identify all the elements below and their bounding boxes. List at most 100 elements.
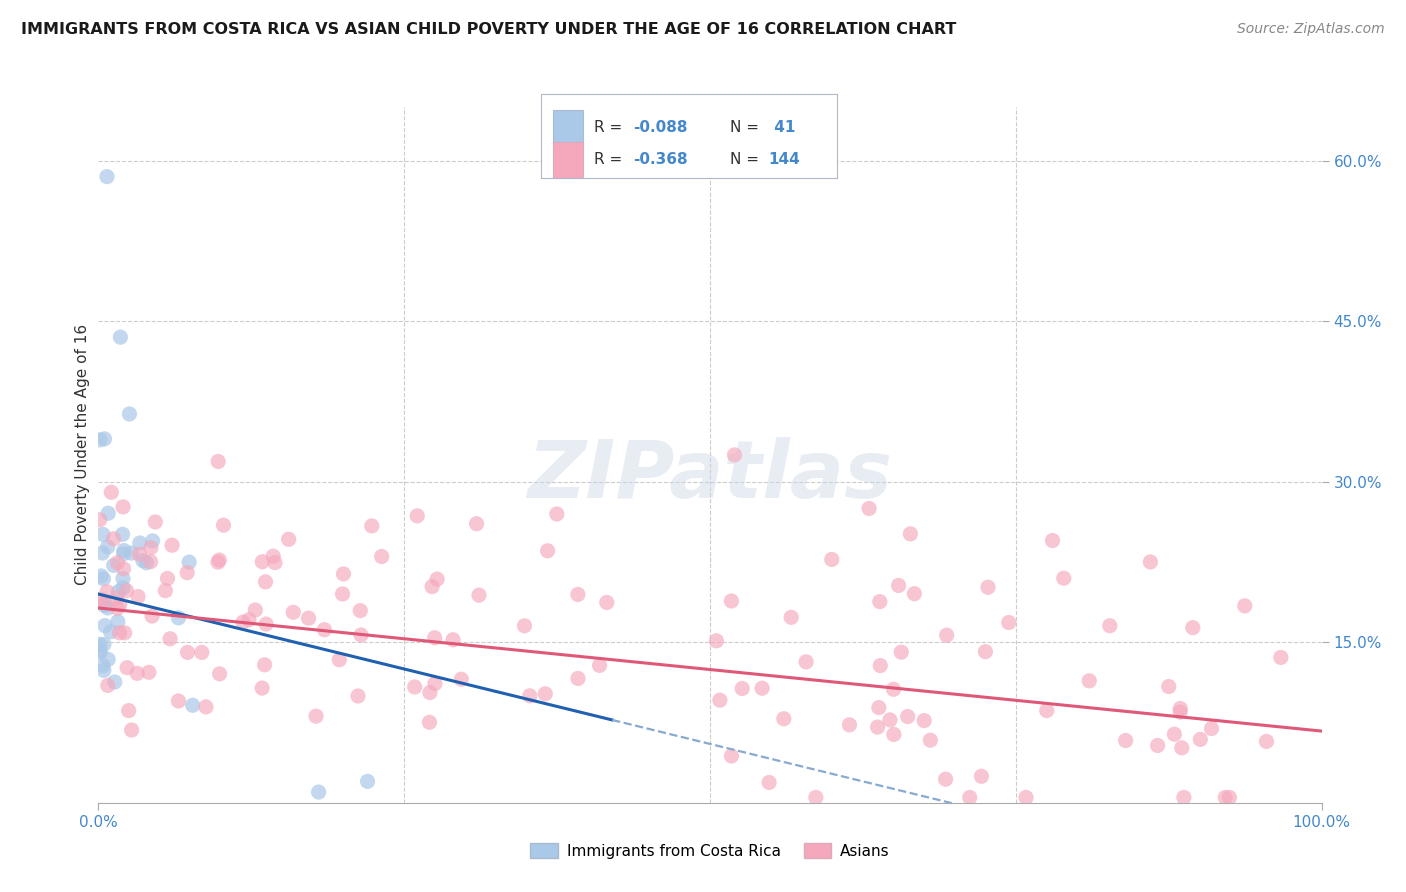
Point (143, 515, 166, 529)
Point (709, 693, 731, 707)
Point (262, 549, 284, 564)
Point (758, 775, 780, 789)
Point (283, 605, 305, 619)
Point (1146, 739, 1168, 753)
Point (567, 672, 589, 686)
Point (115, 661, 138, 675)
Point (350, 628, 373, 642)
Point (588, 658, 610, 673)
Point (546, 507, 568, 521)
Point (93, 432, 115, 446)
Point (349, 604, 371, 618)
Point (1098, 618, 1121, 632)
Point (107, 615, 129, 629)
Text: -0.368: -0.368 (633, 153, 688, 168)
Point (423, 631, 446, 645)
FancyBboxPatch shape (553, 110, 582, 145)
FancyBboxPatch shape (553, 142, 582, 178)
Point (194, 699, 217, 714)
Point (139, 555, 162, 569)
Text: 144: 144 (769, 153, 800, 168)
Point (883, 682, 905, 697)
Point (94, 618, 117, 632)
Point (879, 713, 901, 727)
Point (308, 785, 330, 799)
Point (128, 536, 150, 550)
Point (731, 681, 754, 696)
Point (1233, 599, 1256, 613)
Point (232, 615, 254, 629)
Point (89, 643, 111, 657)
Point (720, 594, 742, 608)
Point (450, 672, 472, 686)
Point (179, 555, 201, 569)
Point (751, 681, 773, 696)
Point (93, 664, 115, 678)
Point (356, 774, 378, 789)
Point (107, 556, 129, 570)
Point (254, 617, 277, 632)
Point (903, 587, 925, 601)
Point (111, 571, 134, 585)
Point (103, 558, 125, 573)
Point (93, 595, 115, 609)
Point (1139, 555, 1161, 569)
Point (141, 533, 163, 548)
Point (305, 709, 328, 723)
Point (107, 584, 129, 599)
Point (159, 632, 181, 646)
Point (167, 611, 190, 625)
Point (108, 625, 131, 640)
Point (108, 598, 131, 612)
Point (1042, 533, 1064, 548)
Point (1115, 733, 1137, 747)
Point (89, 513, 111, 527)
Text: 41: 41 (769, 120, 794, 135)
Point (254, 574, 277, 589)
Point (465, 516, 488, 531)
Point (277, 533, 299, 547)
Point (160, 538, 183, 552)
Point (112, 562, 135, 576)
Point (536, 543, 558, 558)
Point (419, 685, 441, 699)
Legend: Immigrants from Costa Rica, Asians: Immigrants from Costa Rica, Asians (524, 837, 896, 864)
Point (100, 624, 122, 639)
Point (1201, 722, 1223, 736)
Point (121, 546, 143, 560)
Point (167, 694, 190, 708)
Point (253, 657, 276, 672)
Point (723, 448, 745, 462)
Point (883, 727, 905, 741)
Point (111, 527, 134, 541)
Text: -0.088: -0.088 (633, 120, 688, 135)
Point (139, 541, 162, 555)
Point (208, 666, 231, 681)
Point (997, 615, 1019, 630)
Text: R =: R = (595, 120, 627, 135)
Point (191, 645, 214, 659)
Point (418, 715, 440, 730)
Point (181, 698, 204, 713)
Point (97, 600, 120, 615)
Point (132, 554, 155, 568)
Point (897, 709, 920, 723)
Point (974, 645, 997, 659)
Point (519, 689, 541, 703)
Point (107, 601, 129, 615)
Point (110, 330, 132, 344)
Point (794, 655, 817, 669)
Point (121, 723, 143, 737)
Point (105, 591, 128, 606)
Point (207, 454, 229, 468)
Point (780, 610, 803, 624)
Text: Source: ZipAtlas.com: Source: ZipAtlas.com (1237, 22, 1385, 37)
Point (127, 666, 149, 681)
Point (406, 508, 429, 523)
Point (935, 628, 957, 642)
Point (89, 637, 111, 651)
Y-axis label: Child Poverty Under the Age of 16: Child Poverty Under the Age of 16 (75, 325, 90, 585)
Point (297, 611, 319, 625)
Point (890, 645, 912, 659)
Point (1015, 790, 1038, 805)
